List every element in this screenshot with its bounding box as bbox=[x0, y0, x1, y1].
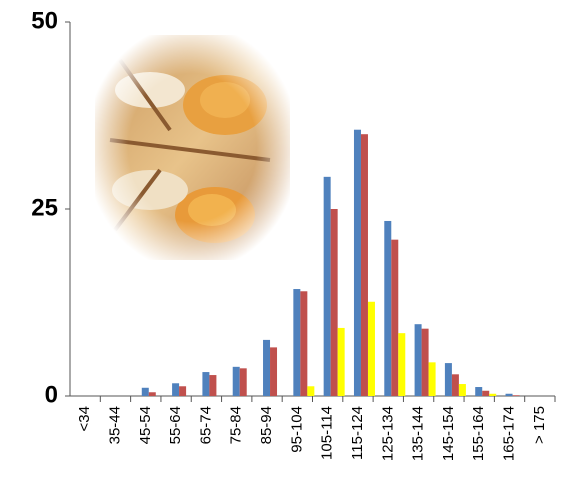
bar bbox=[482, 390, 490, 396]
bar bbox=[209, 375, 217, 396]
x-tick-label: 45-54 bbox=[137, 406, 154, 444]
bar bbox=[398, 333, 406, 396]
bar bbox=[172, 383, 180, 396]
x-tick-label: 85-94 bbox=[258, 406, 275, 444]
bar bbox=[232, 366, 240, 396]
bar bbox=[360, 134, 368, 396]
x-tick-label: > 175 bbox=[531, 406, 548, 444]
x-tick-label: 125-134 bbox=[379, 406, 396, 461]
bar bbox=[414, 324, 422, 396]
x-tick-label: 35-44 bbox=[106, 406, 123, 444]
bar bbox=[475, 387, 483, 396]
bar bbox=[367, 301, 375, 396]
bar bbox=[141, 387, 149, 396]
bar bbox=[179, 386, 187, 396]
x-tick-label: 65-74 bbox=[197, 406, 214, 444]
x-tick-label: 165-174 bbox=[501, 406, 518, 461]
bar bbox=[458, 384, 466, 396]
bar bbox=[444, 363, 452, 396]
bar bbox=[421, 328, 429, 396]
y-tick-label: 25 bbox=[31, 194, 58, 221]
bar bbox=[307, 386, 315, 396]
bar bbox=[391, 239, 399, 396]
bar bbox=[489, 393, 497, 396]
bar bbox=[300, 291, 308, 396]
x-tick-label: <34 bbox=[76, 406, 93, 431]
bar bbox=[323, 176, 331, 396]
bar bbox=[512, 395, 520, 396]
x-tick-label: 105-114 bbox=[319, 406, 336, 460]
bar bbox=[337, 327, 345, 396]
bar bbox=[239, 368, 247, 396]
bar bbox=[451, 374, 459, 396]
bar bbox=[202, 372, 210, 396]
x-tick-label: 55-64 bbox=[167, 406, 184, 444]
bar bbox=[270, 347, 278, 396]
bar bbox=[330, 209, 338, 396]
bar bbox=[263, 339, 271, 396]
bar bbox=[505, 393, 513, 396]
bar bbox=[428, 362, 436, 396]
x-tick-label: 155-164 bbox=[470, 406, 487, 461]
x-tick-label: 115-124 bbox=[349, 406, 366, 460]
x-tick-label: 145-154 bbox=[440, 406, 457, 461]
x-tick-label: 75-84 bbox=[228, 406, 245, 444]
y-tick-label: 0 bbox=[45, 381, 58, 408]
x-tick-label: 135-144 bbox=[410, 406, 427, 461]
x-tick-label: 95-104 bbox=[288, 406, 305, 453]
bar bbox=[293, 289, 301, 396]
crab-photo bbox=[95, 35, 290, 260]
y-tick-label: 50 bbox=[31, 7, 58, 34]
bar bbox=[353, 129, 361, 396]
bar bbox=[384, 220, 392, 396]
bar bbox=[148, 392, 156, 396]
